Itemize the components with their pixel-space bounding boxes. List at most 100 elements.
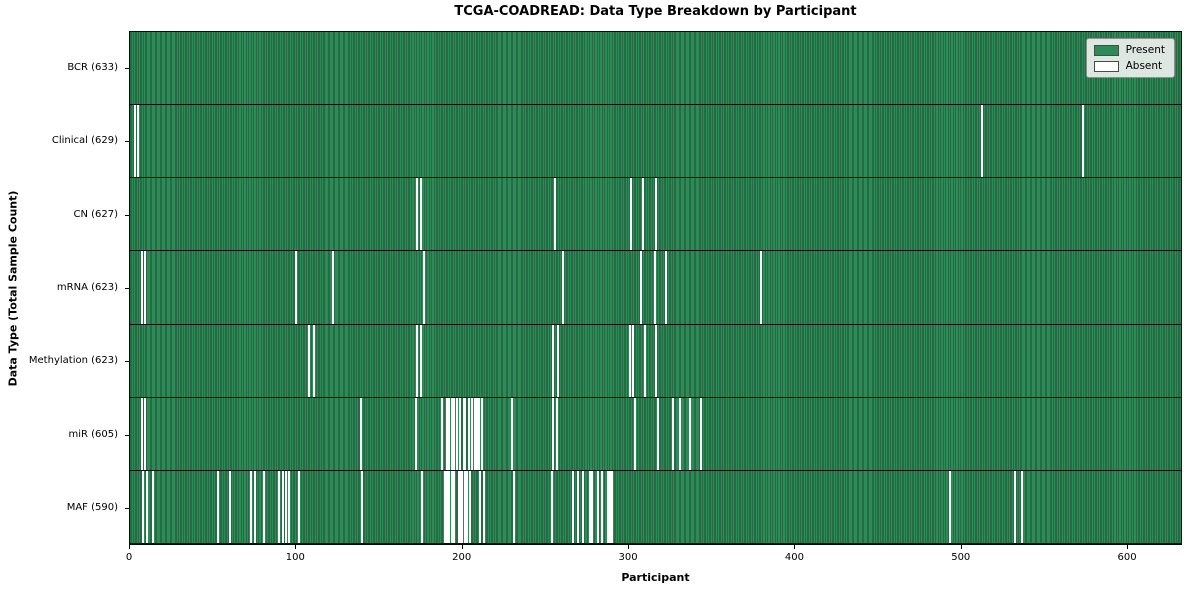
absent-stripe xyxy=(628,324,631,397)
absent-stripe xyxy=(143,397,146,470)
present-swatch xyxy=(1093,44,1119,56)
absent-stripe xyxy=(459,470,462,543)
absent-stripe xyxy=(1082,105,1085,178)
absent-stripe xyxy=(632,324,635,397)
absent-stripe xyxy=(512,470,515,543)
absent-stripe xyxy=(633,397,636,470)
y-tick-mark xyxy=(125,67,129,69)
absent-stripe xyxy=(655,178,658,251)
absent-stripe xyxy=(1020,470,1023,543)
absent-stripe xyxy=(142,470,145,543)
heatmap-row-CN xyxy=(130,178,1181,252)
absent-stripe xyxy=(642,178,645,251)
y-tick-mark xyxy=(125,141,129,143)
absent-stripe xyxy=(416,178,419,251)
absent-stripe xyxy=(295,251,298,324)
absent-stripe xyxy=(643,324,646,397)
heatmap-row-Clinical xyxy=(130,105,1181,179)
absent-stripe xyxy=(510,397,513,470)
absent-stripe xyxy=(313,324,316,397)
absent-stripe xyxy=(550,470,553,543)
absent-stripe xyxy=(446,470,449,543)
absent-stripe xyxy=(466,470,469,543)
absent-stripe xyxy=(140,251,143,324)
absent-stripe xyxy=(444,470,447,543)
absent-stripe xyxy=(288,470,291,543)
heatmap-row-MAF xyxy=(130,470,1181,544)
absent-stripe xyxy=(562,251,565,324)
absent-stripe xyxy=(582,470,585,543)
y-tick-mark xyxy=(125,508,129,510)
absent-stripe xyxy=(419,178,422,251)
absent-stripe xyxy=(441,397,444,470)
absent-stripe xyxy=(640,251,643,324)
absent-stripe xyxy=(416,324,419,397)
absent-stripe xyxy=(655,324,658,397)
absent-stripe xyxy=(308,324,311,397)
y-tick-mark xyxy=(125,434,129,436)
legend-label-absent: Absent xyxy=(1125,60,1163,72)
y-tick-label-miR: miR (605) xyxy=(68,428,118,440)
absent-stripe xyxy=(474,397,477,470)
x-tick-mark xyxy=(794,545,796,549)
absent-stripe xyxy=(456,397,459,470)
absent-stripe xyxy=(263,470,266,543)
absent-stripe xyxy=(678,397,681,470)
absent-stripe xyxy=(590,470,593,543)
x-tick-label: 400 xyxy=(784,552,804,563)
absent-stripe xyxy=(447,397,450,470)
x-tick-label: 100 xyxy=(285,552,305,563)
absent-stripe xyxy=(446,397,449,470)
absent-stripe xyxy=(452,470,455,543)
x-tick-label: 600 xyxy=(1117,552,1137,563)
plot-area: Present Absent xyxy=(129,31,1182,545)
absent-stripe xyxy=(688,397,691,470)
absent-stripe xyxy=(281,470,284,543)
absent-stripe xyxy=(577,470,580,543)
absent-stripe xyxy=(471,397,474,470)
x-tick-label: 0 xyxy=(125,552,133,563)
absent-stripe xyxy=(452,397,455,470)
y-tick-label-Methylation: Methylation (623) xyxy=(28,355,118,367)
absent-stripe xyxy=(467,397,470,470)
absent-stripe xyxy=(250,470,253,543)
heatmap-row-BCR xyxy=(130,32,1181,106)
x-tick-mark xyxy=(295,545,297,549)
absent-stripe xyxy=(479,470,482,543)
absent-stripe xyxy=(588,470,591,543)
absent-stripe xyxy=(298,470,301,543)
x-tick-mark xyxy=(461,545,463,549)
absent-stripe xyxy=(607,470,610,543)
absent-stripe xyxy=(653,251,656,324)
absent-stripe xyxy=(228,470,231,543)
absent-stripe xyxy=(482,470,485,543)
absent-stripe xyxy=(980,105,983,178)
x-tick-label: 500 xyxy=(951,552,971,563)
x-tick-label: 200 xyxy=(452,552,472,563)
absent-stripe xyxy=(557,324,560,397)
legend-label-present: Present xyxy=(1125,44,1165,56)
absent-stripe xyxy=(133,105,136,178)
y-tick-mark xyxy=(125,288,129,289)
heatmap-row-Methylation xyxy=(130,324,1181,398)
x-axis-label: Participant xyxy=(621,571,690,584)
chart-title: TCGA-COADREAD: Data Type Breakdown by Pa… xyxy=(454,4,857,19)
y-tick-label-mRNA: mRNA (623) xyxy=(56,282,118,293)
absent-stripe xyxy=(700,397,703,470)
absent-stripe xyxy=(216,470,219,543)
absent-stripe xyxy=(419,324,422,397)
absent-stripe xyxy=(143,251,146,324)
absent-stripe xyxy=(555,397,558,470)
absent-stripe xyxy=(140,397,143,470)
absent-stripe xyxy=(477,397,480,470)
absent-stripe xyxy=(447,470,450,543)
absent-stripe xyxy=(464,397,467,470)
absent-stripe xyxy=(278,470,281,543)
absent-stripe xyxy=(462,397,465,470)
absent-stripe xyxy=(600,470,603,543)
absent-stripe xyxy=(1013,470,1016,543)
absent-swatch xyxy=(1093,60,1119,72)
absent-stripe xyxy=(480,397,483,470)
absent-stripe xyxy=(610,470,613,543)
absent-stripe xyxy=(665,251,668,324)
